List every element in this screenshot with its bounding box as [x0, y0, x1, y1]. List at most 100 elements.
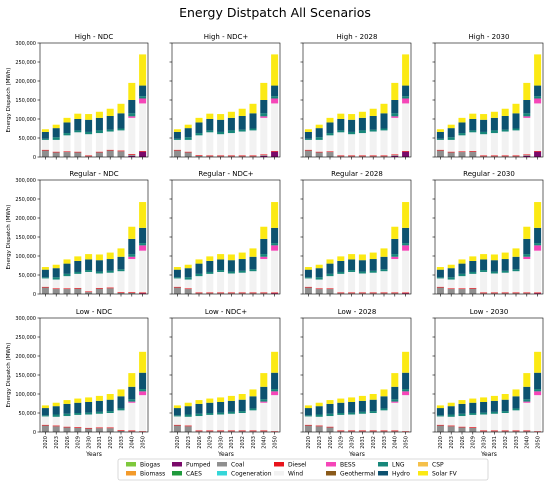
- bar-diesel-2030: [217, 430, 225, 432]
- y-tick-label: 100,000: [15, 254, 36, 260]
- bar-hydro-2023: [315, 406, 323, 415]
- bar-coal-2026: [326, 289, 334, 294]
- bar-coal-2032: [369, 156, 377, 157]
- bar-solar-fv-2020: [304, 267, 312, 270]
- bar-lng-2030: [217, 131, 225, 135]
- bar-solar-fv-2029: [206, 256, 214, 261]
- bar-diesel-2032: [238, 155, 246, 157]
- bar-coal-2020: [173, 425, 181, 432]
- bar-hydro-2023: [315, 128, 323, 138]
- bar-wind-2033: [380, 271, 388, 293]
- bar-lng-2032: [501, 129, 509, 132]
- y-tick-label: 100,000: [15, 392, 36, 398]
- bar-lng-2030: [85, 270, 93, 272]
- bar-lng-2033: [380, 128, 388, 131]
- bar-lng-2033: [117, 269, 125, 272]
- y-tick-label: 200,000: [15, 216, 36, 222]
- bar-solar-fv-2020: [304, 129, 312, 132]
- x-tick-label: 2030: [349, 436, 355, 449]
- scenario-panels: High - NDC 0 50,000 100,000 150,000 200,000 25…: [6, 33, 544, 458]
- bar-solar-fv-2029: [74, 398, 82, 403]
- bar-lng-2026: [63, 133, 71, 136]
- bar-diesel-2031: [227, 430, 235, 432]
- bar-lng-2033: [249, 408, 257, 411]
- bar-solar-fv-2050: [402, 351, 410, 373]
- bar-solar-fv-2032: [369, 394, 377, 400]
- bar-hydro-2040: [260, 238, 268, 255]
- bar-wind-2031: [490, 133, 498, 156]
- bar-solar-fv-2040: [260, 226, 268, 239]
- bar-wind-2020: [304, 139, 312, 150]
- bar-lng-2029: [206, 413, 214, 415]
- axes-frame: [302, 179, 412, 295]
- bar-coal-2040: [391, 431, 399, 432]
- bar-solar-fv-2023: [184, 402, 192, 407]
- bar-diesel-2030: [85, 291, 93, 293]
- bar-wind-2030: [480, 134, 488, 156]
- x-tick-label: 2030: [218, 436, 224, 449]
- panel-title: Low - 2030: [470, 308, 509, 316]
- bar-hydro-2031: [358, 117, 366, 131]
- bar-wind-2050: [402, 103, 410, 151]
- bar-wind-2033: [380, 130, 388, 156]
- bar-lng-2031: [227, 271, 235, 274]
- panel-title: High - NDC: [75, 33, 114, 41]
- bar-diesel-2030: [217, 292, 225, 294]
- bar-hydro-2032: [106, 115, 114, 130]
- bar-diesel-2020: [436, 149, 444, 151]
- bar-coal-2031: [490, 156, 498, 157]
- bar-wind-2033: [249, 410, 257, 431]
- y-tick-label: 300,000: [15, 41, 36, 47]
- bar-diesel-2030: [217, 155, 225, 157]
- legend-swatch: [418, 471, 428, 476]
- bar-lng-2026: [63, 273, 71, 277]
- x-tick-label: 2031: [97, 436, 103, 449]
- bar-solar-fv-2020: [173, 405, 181, 409]
- bar-solar-fv-2033: [249, 389, 257, 397]
- bar-solar-fv-2050: [402, 54, 410, 86]
- bar-wind-2026: [326, 276, 334, 289]
- bar-lng-2023: [315, 414, 323, 417]
- bar-lng-2050: [271, 243, 279, 246]
- y-tick-label: 50,000: [19, 411, 37, 417]
- bar-lng-2033: [117, 408, 125, 411]
- bar-wind-2029: [74, 273, 82, 288]
- bar-lng-2030: [85, 412, 93, 415]
- x-tick-label: 2050: [535, 436, 541, 449]
- bar-diesel-2030: [480, 155, 488, 157]
- bar-bess-2050: [534, 98, 542, 104]
- bar-wind-2023: [447, 416, 455, 426]
- bar-solar-fv-2030: [217, 397, 225, 402]
- bar-solar-fv-2033: [512, 103, 520, 114]
- bar-wind-2033: [117, 271, 125, 293]
- panel-title: High - NDC+: [204, 33, 249, 41]
- bar-wind-2033: [249, 130, 257, 156]
- bar-wind-2029: [469, 132, 477, 151]
- bar-lng-2031: [490, 271, 498, 274]
- bar-solar-fv-2032: [501, 108, 509, 116]
- bar-solar-fv-2023: [184, 124, 192, 129]
- panel-title: Regular - 2028: [331, 170, 383, 178]
- bar-solar-fv-2033: [380, 389, 388, 397]
- bar-lng-2031: [358, 411, 366, 414]
- bar-hydro-2023: [447, 128, 455, 138]
- bar-lng-2032: [106, 129, 114, 132]
- bar-lng-2030: [480, 131, 488, 135]
- x-tick-label: 2026: [328, 436, 334, 449]
- bar-coal-2040: [128, 292, 136, 294]
- bar-coal-2030: [480, 156, 488, 157]
- bar-coal-2033: [117, 430, 125, 432]
- bar-solar-fv-2040: [128, 226, 136, 239]
- bar-diesel-2033: [249, 155, 257, 157]
- legend-swatch: [217, 471, 227, 476]
- bar-wind-2030: [85, 134, 93, 156]
- bar-wind-2032: [501, 272, 509, 293]
- bar-solar-fv-2031: [227, 395, 235, 401]
- legend-label: Biogas: [140, 462, 160, 469]
- legend-swatch: [326, 471, 336, 476]
- bar-diesel-2023: [315, 288, 323, 290]
- bar-coal-2026: [458, 289, 466, 294]
- bar-diesel-2031: [490, 155, 498, 157]
- bar-wind-2032: [106, 413, 114, 428]
- bar-diesel-2023: [52, 288, 60, 290]
